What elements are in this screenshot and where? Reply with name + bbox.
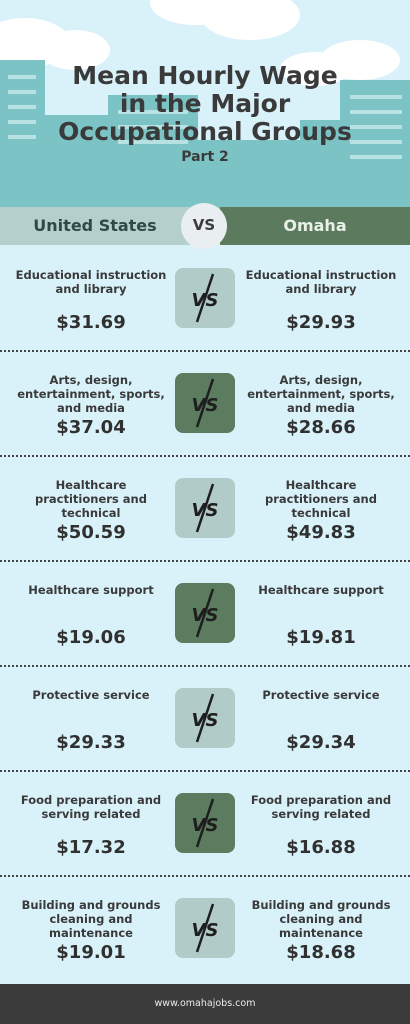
omaha-category-label: Healthcare practitioners and technical <box>265 478 377 520</box>
us-wage-value: $19.01 <box>56 942 126 963</box>
page-title-line: in the Major <box>119 89 291 118</box>
row-divider <box>0 770 410 772</box>
comparison-row: Arts, design, entertainment, sports, and… <box>0 367 410 472</box>
page-title-line: Occupational Groups <box>58 117 352 146</box>
omaha-category-label: Building and grounds cleaning and mainte… <box>251 898 391 940</box>
header-banner: Mean Hourly Wage in the Major Occupation… <box>0 0 410 210</box>
us-category-label: Healthcare practitioners and technical <box>35 478 147 520</box>
building-shape <box>195 140 300 210</box>
vs-badge: VS <box>175 793 235 853</box>
us-wage-value: $17.32 <box>56 837 126 858</box>
row-divider <box>0 350 410 352</box>
us-category-label: Protective service <box>32 688 150 702</box>
omaha-category-label: Educational instruction and library <box>245 268 397 296</box>
building-shape <box>340 80 410 210</box>
us-category-label: Educational instruction and library <box>15 268 167 296</box>
footer: www.omahajobs.com <box>0 984 410 1024</box>
vs-badge-text: VS <box>192 605 219 626</box>
window-pattern <box>350 125 402 129</box>
omaha-category-label: Healthcare support <box>258 583 384 597</box>
vs-badge-text: VS <box>192 290 219 311</box>
window-pattern <box>8 135 36 139</box>
comparison-row: Educational instruction and library Educa… <box>0 262 410 367</box>
page-title-line: Mean Hourly Wage <box>72 61 338 90</box>
footer-url: www.omahajobs.com <box>154 998 256 1009</box>
window-pattern <box>118 140 188 144</box>
vs-badge: VS <box>175 478 235 538</box>
vs-badge: VS <box>175 373 235 433</box>
left-region-label: United States <box>33 216 157 235</box>
window-pattern <box>8 90 36 94</box>
vs-slash-icon: VS <box>192 483 219 533</box>
omaha-wage-value: $28.66 <box>286 417 356 438</box>
omaha-wage-value: $16.88 <box>286 837 356 858</box>
row-divider <box>0 875 410 877</box>
comparison-row: Healthcare support Healthcare support $19.… <box>0 577 410 682</box>
omaha-wage-value: $19.81 <box>286 627 356 648</box>
window-pattern <box>350 95 402 99</box>
vs-badge: VS <box>175 583 235 643</box>
cloud-shape <box>200 0 300 40</box>
omaha-category-label: Arts, design, entertainment, sports, and… <box>247 373 395 415</box>
us-wage-value: $37.04 <box>56 417 126 438</box>
comparison-row: Building and grounds cleaning and mainte… <box>0 892 410 997</box>
vs-slash-icon: VS <box>192 378 219 428</box>
omaha-wage-value: $49.83 <box>286 522 356 543</box>
comparison-header: United States Omaha VS <box>0 203 410 249</box>
page-subtitle: Part 2 <box>181 149 229 165</box>
building-shape <box>300 120 340 210</box>
right-region-band: Omaha <box>220 207 410 245</box>
comparison-row: Healthcare practitioners and technical He… <box>0 472 410 577</box>
omaha-category-label: Food preparation and serving related <box>250 793 392 821</box>
window-pattern <box>350 110 402 114</box>
us-category-label: Building and grounds cleaning and mainte… <box>21 898 161 940</box>
us-category-label: Healthcare support <box>28 583 154 597</box>
window-pattern <box>350 155 402 159</box>
vs-badge-text: VS <box>192 500 219 521</box>
window-pattern <box>350 140 402 144</box>
omaha-wage-value: $18.68 <box>286 942 356 963</box>
right-region-label: Omaha <box>283 216 347 235</box>
vs-badge: VS <box>175 688 235 748</box>
comparison-row: Food preparation and serving related Food… <box>0 787 410 892</box>
cloud-shape <box>40 30 110 70</box>
us-category-label: Food preparation and serving related <box>20 793 162 821</box>
omaha-wage-value: $29.34 <box>286 732 356 753</box>
vs-slash-icon: VS <box>192 798 219 848</box>
vs-slash-icon: VS <box>192 273 219 323</box>
window-pattern <box>8 75 36 79</box>
omaha-category-label: Protective service <box>262 688 380 702</box>
vs-slash-icon: VS <box>192 903 219 953</box>
building-shape <box>108 95 198 210</box>
vs-badge-text: VS <box>192 395 219 416</box>
building-shape <box>40 115 110 210</box>
window-pattern <box>118 125 188 129</box>
vs-badge: VS <box>175 268 235 328</box>
us-wage-value: $50.59 <box>56 522 126 543</box>
left-region-band: United States <box>0 207 190 245</box>
window-pattern <box>118 110 188 114</box>
vs-slash-icon: VS <box>192 693 219 743</box>
vs-badge: VS <box>175 898 235 958</box>
us-wage-value: $31.69 <box>56 312 126 333</box>
row-divider <box>0 560 410 562</box>
cloud-shape <box>280 52 350 86</box>
row-divider <box>0 665 410 667</box>
vs-badge-text: VS <box>192 710 219 731</box>
vs-badge-text: VS <box>192 815 219 836</box>
window-pattern <box>8 105 36 109</box>
vs-slash-icon: VS <box>192 588 219 638</box>
comparison-row: Protective service Protective service $29.… <box>0 682 410 787</box>
window-pattern <box>8 120 36 124</box>
omaha-wage-value: $29.93 <box>286 312 356 333</box>
vs-circle: VS <box>181 203 227 249</box>
us-category-label: Arts, design, entertainment, sports, and… <box>17 373 165 415</box>
us-wage-value: $29.33 <box>56 732 126 753</box>
row-divider <box>0 455 410 457</box>
us-wage-value: $19.06 <box>56 627 126 648</box>
vs-badge-text: VS <box>192 920 219 941</box>
